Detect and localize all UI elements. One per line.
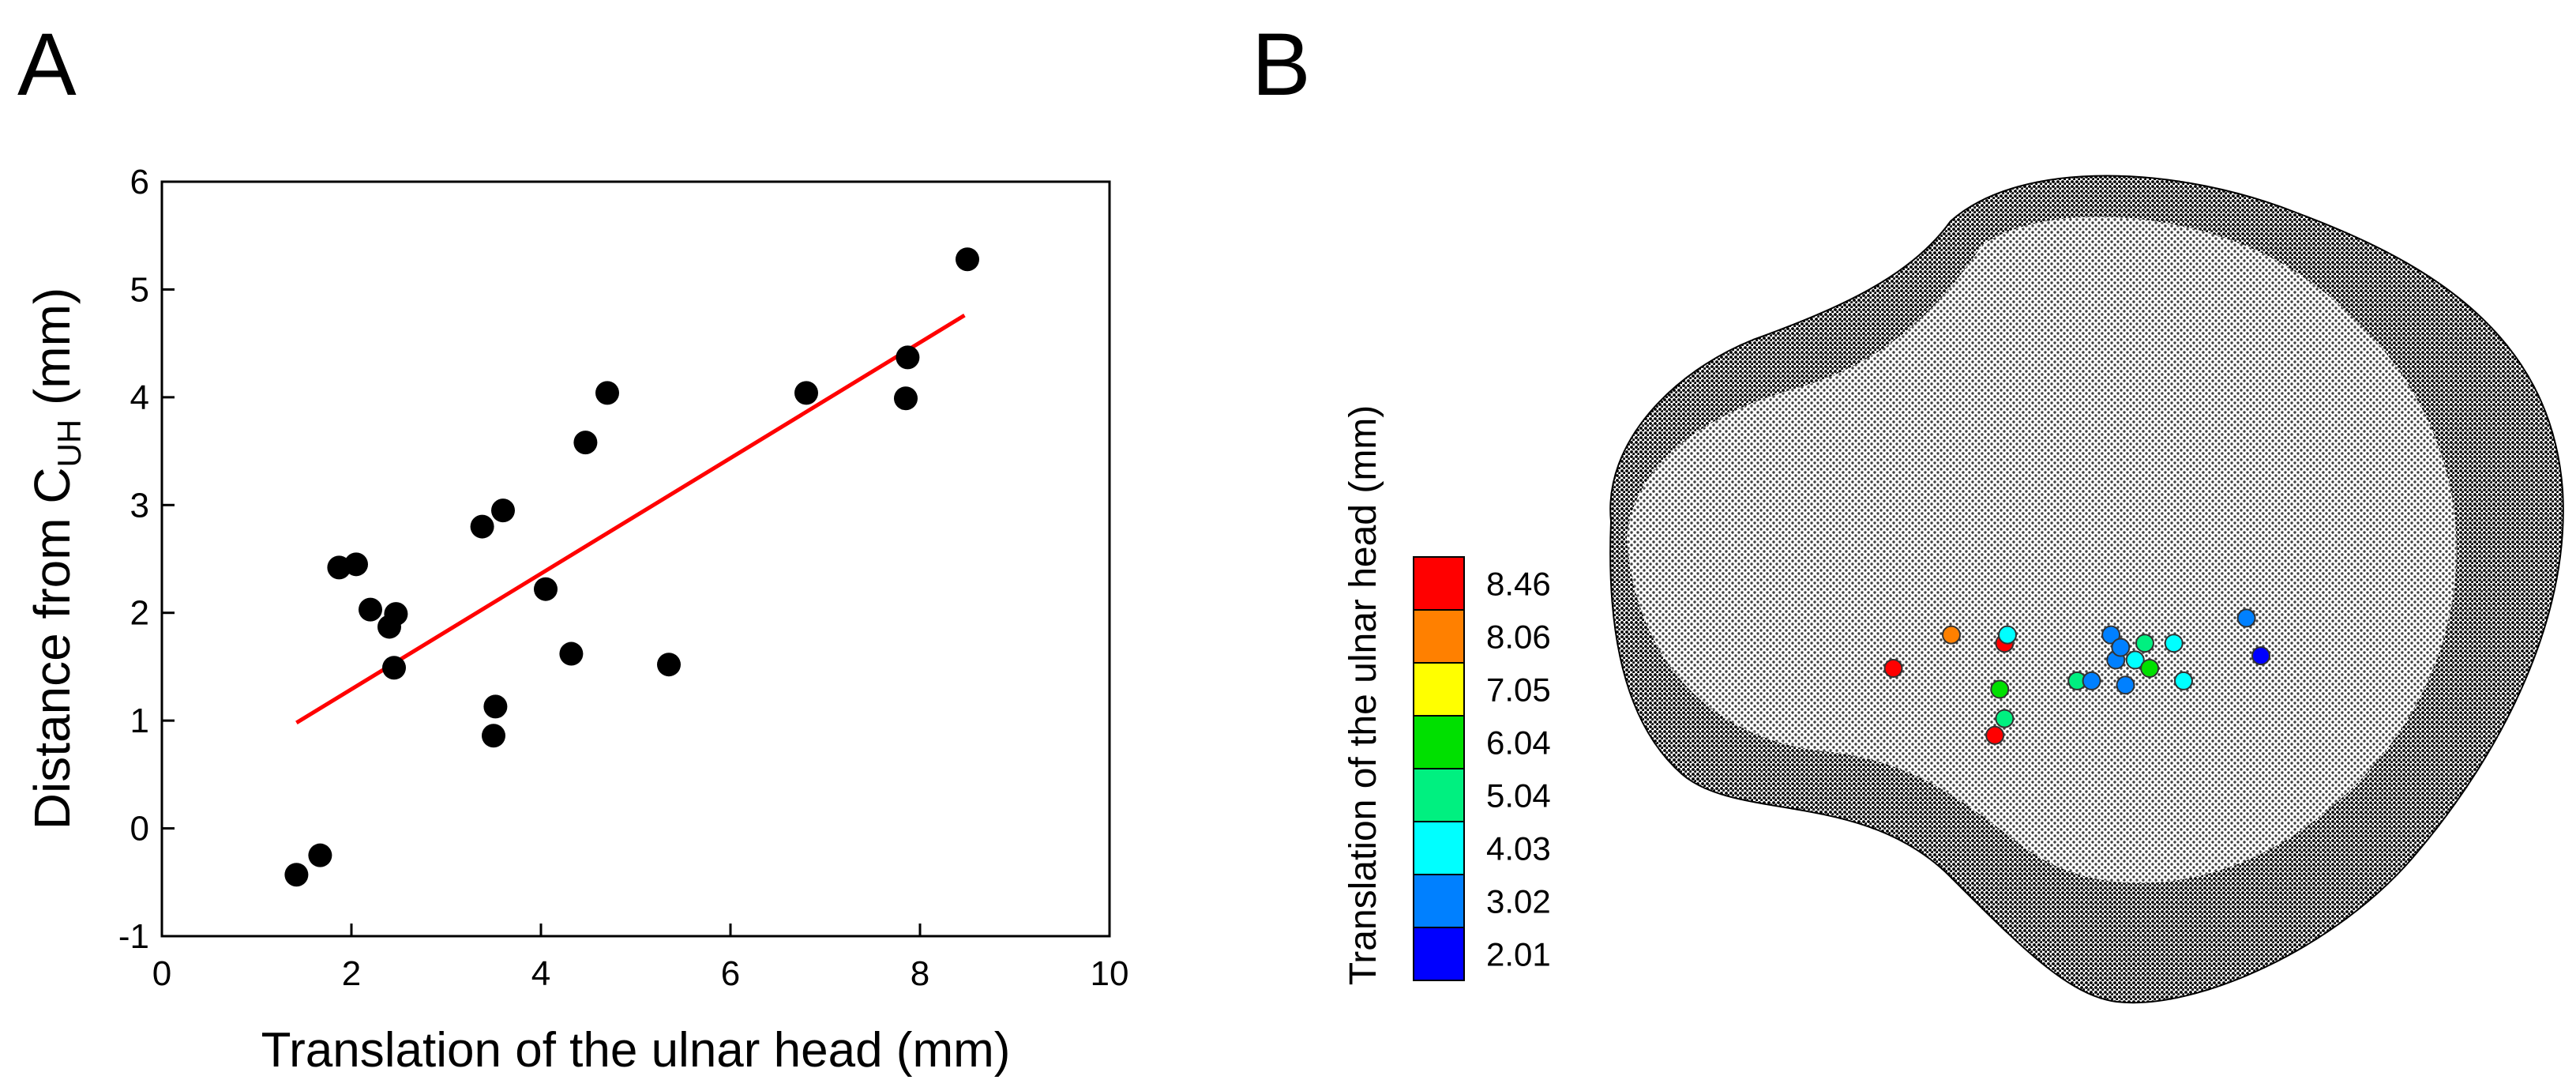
- data-point: [384, 602, 408, 626]
- colorbar-swatch: [1413, 609, 1465, 664]
- ulnar-head-surface: [1609, 175, 2564, 1004]
- y-tick-label: 6: [130, 163, 149, 201]
- colorbar-legend: 8.46 8.06 7.05 6.04 5.04 4.03 3.02 2.01: [1413, 556, 1551, 981]
- panel-a-label: A: [17, 15, 77, 114]
- panel-b-label: B: [1252, 15, 1311, 114]
- colorbar-swatch: [1413, 821, 1465, 875]
- data-point: [559, 641, 584, 666]
- translation-markers: [1883, 608, 2270, 745]
- y-tick-label: -1: [118, 917, 149, 956]
- colorbar-label: 8.06: [1486, 619, 1551, 656]
- surface-marker: [2174, 671, 2193, 690]
- x-tick-label: 0: [152, 954, 171, 993]
- data-point: [382, 656, 406, 680]
- data-point: [956, 247, 979, 272]
- surface-marker: [1998, 625, 2018, 645]
- colorbar-label: 6.04: [1486, 724, 1551, 762]
- colorbar-swatch: [1413, 556, 1465, 611]
- colorbar-label: 7.05: [1486, 672, 1551, 709]
- data-point: [470, 514, 494, 539]
- x-tick-label: 2: [342, 954, 361, 993]
- y-tick-label: 2: [130, 594, 149, 633]
- surface-marker: [2140, 659, 2160, 678]
- plot-frame: [160, 180, 1111, 938]
- surface-marker: [1985, 725, 2005, 745]
- data-point: [344, 552, 368, 577]
- colorbar-swatch: [1413, 874, 1465, 928]
- data-point: [573, 431, 598, 455]
- surface-marker: [2082, 671, 2101, 690]
- y-axis-label: Distance from CUH (mm): [24, 288, 88, 830]
- surface-marker: [2125, 650, 2145, 670]
- bone-articular-texture: [1627, 216, 2457, 883]
- x-tick-label: 4: [531, 954, 550, 993]
- data-points: [284, 247, 979, 887]
- surface-marker: [1883, 659, 1903, 678]
- colorbar-swatch: [1413, 715, 1465, 769]
- surface-marker: [2111, 638, 2131, 657]
- regression-line: [295, 314, 966, 725]
- surface-marker: [2236, 608, 2256, 628]
- y-tick-label: 1: [130, 702, 149, 740]
- colorbar-label: 2.01: [1486, 936, 1551, 973]
- data-point: [894, 386, 918, 411]
- colorbar-label: 4.03: [1486, 830, 1551, 867]
- surface-marker: [1990, 679, 2010, 699]
- data-point: [284, 863, 309, 887]
- x-tick-label: 10: [1091, 954, 1129, 993]
- data-point: [359, 597, 382, 622]
- colorbar-swatch: [1413, 662, 1465, 717]
- y-tick-label: 3: [130, 486, 149, 525]
- data-point: [595, 381, 619, 405]
- colorbar-label: 5.04: [1486, 777, 1551, 814]
- x-tick-label: 6: [721, 954, 740, 993]
- colorbar-swatch: [1413, 768, 1465, 822]
- data-point: [491, 498, 515, 523]
- surface-marker: [2116, 675, 2135, 695]
- x-tick-label: 8: [911, 954, 929, 993]
- colorbar-label: 3.02: [1486, 883, 1551, 920]
- data-point: [657, 653, 681, 677]
- y-tick-label: 5: [130, 270, 149, 309]
- surface-marker: [2251, 646, 2270, 666]
- data-point: [896, 345, 920, 370]
- data-point: [794, 381, 818, 405]
- surface-marker: [2135, 634, 2154, 653]
- colorbar-swatch: [1413, 927, 1465, 981]
- data-point: [534, 577, 558, 601]
- data-point: [308, 843, 332, 867]
- surface-marker: [2164, 634, 2184, 653]
- data-point: [483, 694, 508, 719]
- surface-marker: [1942, 625, 1961, 645]
- y-tick-label: 4: [130, 378, 149, 417]
- colorbar-title: Translation of the ulnar head (mm): [1342, 405, 1384, 986]
- x-axis-label: Translation of the ulnar head (mm): [261, 1023, 1011, 1078]
- y-tick-label: 0: [130, 810, 149, 848]
- surface-marker: [1995, 709, 2015, 728]
- surface-marker: [2101, 625, 2121, 645]
- colorbar-label: 8.46: [1486, 566, 1551, 603]
- data-point: [482, 724, 505, 748]
